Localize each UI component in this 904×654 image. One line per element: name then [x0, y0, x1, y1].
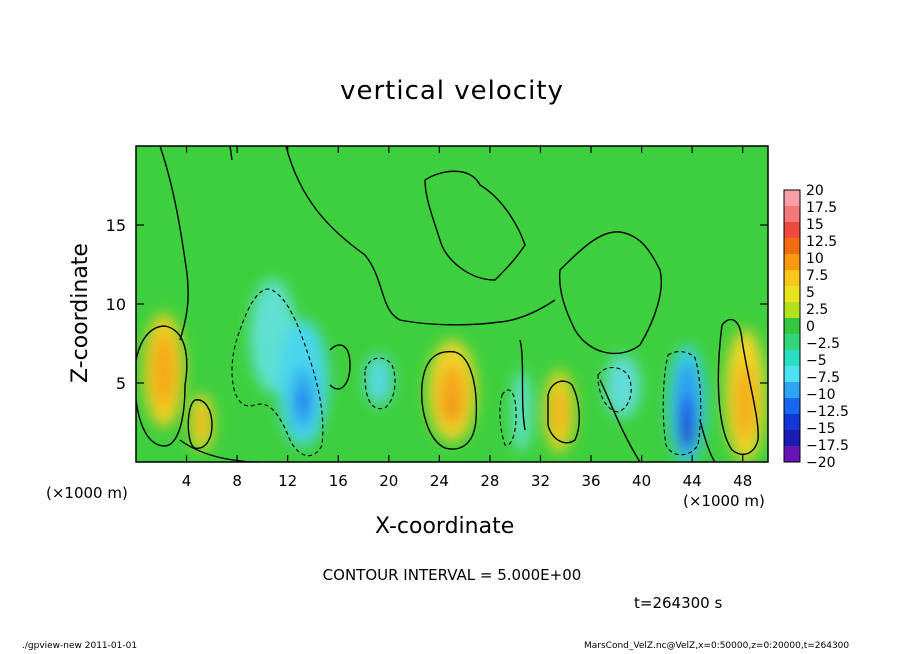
velocity-cell-11 — [448, 395, 456, 415]
colorbar-label-12: −10 — [806, 387, 836, 403]
x-tick-label-11: 48 — [733, 472, 752, 490]
colorbar-label-13: −12.5 — [806, 404, 849, 420]
colorbar-segment-13 — [784, 398, 800, 415]
colorbar-label-16: −20 — [806, 455, 836, 471]
velocity-cell-15 — [604, 354, 641, 418]
y-tick-label-0: 5 — [116, 374, 126, 393]
x-tick-label-8: 36 — [581, 472, 600, 490]
colorbar-frame — [783, 189, 801, 463]
y-tick-label-2: 15 — [106, 216, 126, 235]
colorbar-segment-1 — [784, 206, 800, 223]
colorbar-label-9: −2.5 — [806, 336, 840, 352]
x-tick-label-3: 16 — [329, 472, 348, 490]
y-tick-label-1: 10 — [106, 295, 126, 314]
colorbar-label-4: 10 — [806, 251, 824, 267]
velocity-cell-1 — [152, 335, 176, 406]
colorbar-label-3: 12.5 — [806, 234, 837, 250]
colorbar-segment-2 — [784, 222, 800, 239]
x-unit-label-left: (×1000 m) — [46, 484, 128, 502]
colorbar-segment-6 — [784, 286, 800, 303]
contour-interval-annotation: CONTOUR INTERVAL = 5.000E+00 — [322, 566, 582, 584]
x-tick-label-6: 28 — [480, 472, 499, 490]
time-label: t=264300 s — [634, 594, 723, 612]
velocity-cell-8 — [364, 354, 393, 406]
colorbar-segment-0 — [784, 190, 800, 207]
velocity-cell-21 — [735, 364, 756, 440]
velocity-cell-14 — [551, 387, 568, 436]
colorbar-segment-4 — [784, 254, 800, 271]
colorbar-segment-11 — [784, 366, 800, 383]
colorbar-label-1: 17.5 — [806, 200, 837, 216]
colorbar-label-10: −5 — [806, 353, 827, 369]
colorbar-label-0: 20 — [806, 183, 824, 199]
colorbar-segment-15 — [784, 430, 800, 447]
colorbar: 2017.51512.5107.552.50−2.5−5−7.5−10−12.5… — [783, 183, 849, 471]
x-tick-label-0: 4 — [182, 472, 192, 490]
x-unit-label-right: (×1000 m) — [683, 492, 765, 510]
y-axis-ticks: 5 10 15 — [106, 216, 768, 393]
x-axis-label: X-coordinate — [375, 514, 515, 539]
velocity-cell-7 — [298, 387, 308, 417]
colorbar-segment-10 — [784, 350, 800, 367]
x-tick-label-7: 32 — [531, 472, 550, 490]
contour-lines — [136, 146, 759, 462]
colorbar-segment-3 — [784, 238, 800, 255]
colorbar-label-8: 0 — [806, 319, 815, 335]
x-tick-label-1: 8 — [232, 472, 242, 490]
colorbar-label-5: 7.5 — [806, 268, 828, 284]
colorbar-segment-8 — [784, 318, 800, 335]
negative-contour-lines — [231, 288, 702, 457]
x-axis-ticks: 4 8 12 16 20 24 28 32 36 40 44 48 — [182, 146, 752, 490]
colorbar-segment-5 — [784, 270, 800, 287]
x-tick-label-4: 20 — [379, 472, 398, 490]
colorbar-label-11: −7.5 — [806, 370, 840, 386]
colorbar-label-2: 15 — [806, 217, 824, 233]
velocity-cell-3 — [196, 408, 208, 437]
colorbar-segment-12 — [784, 382, 800, 399]
colorbar-segment-14 — [784, 414, 800, 431]
x-tick-label-9: 40 — [632, 472, 651, 490]
velocity-cell-12 — [511, 370, 532, 453]
colorbar-label-15: −17.5 — [806, 438, 849, 454]
velocity-cell-19 — [682, 420, 692, 447]
chart-title: vertical velocity — [340, 76, 564, 106]
x-tick-label-5: 24 — [430, 472, 449, 490]
x-tick-label-10: 44 — [683, 472, 702, 490]
x-tick-label-2: 12 — [278, 472, 297, 490]
footer-data-source: MarsCond_VelZ.nc@VelZ,x=0:50000,z=0:2000… — [584, 641, 850, 651]
footer-program-date: ./gpview-new 2011-01-01 — [22, 641, 138, 651]
colorbar-label-6: 5 — [806, 285, 815, 301]
colorbar-label-7: 2.5 — [806, 302, 828, 318]
y-axis-label: Z-coordinate — [68, 243, 93, 383]
colorbar-segment-7 — [784, 302, 800, 319]
colorbar-segment-16 — [784, 446, 800, 463]
colorbar-label-14: −15 — [806, 421, 836, 437]
colorbar-segment-9 — [784, 334, 800, 351]
